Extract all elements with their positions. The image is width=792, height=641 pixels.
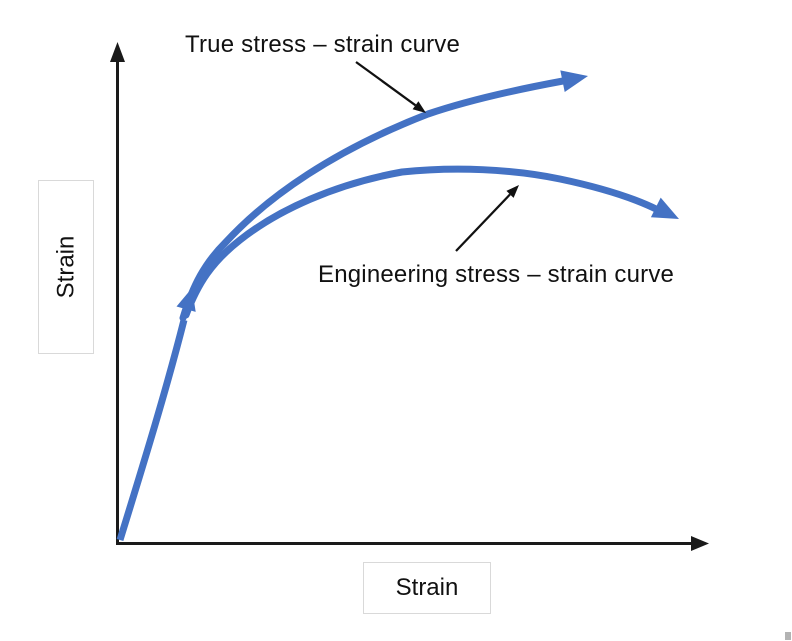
true-curve-arrowhead-icon bbox=[560, 70, 588, 92]
true-label-pointer-arrowhead-icon bbox=[412, 101, 426, 113]
elastic-segment-curve bbox=[116, 319, 188, 542]
x-axis-label: Strain bbox=[395, 574, 459, 601]
engineering-stress-strain-curve bbox=[182, 165, 662, 319]
y-axis-label: Strain bbox=[52, 235, 80, 299]
engineering-curve-arrowhead-icon bbox=[650, 197, 679, 219]
y-axis-arrowhead-icon bbox=[110, 42, 125, 62]
corner-artifact bbox=[785, 632, 791, 640]
x-axis-arrowhead-icon bbox=[691, 536, 709, 551]
y-axis-label-box: Strain bbox=[38, 180, 94, 354]
engineering-label-pointer-line bbox=[455, 193, 511, 252]
true-label-pointer-line bbox=[355, 61, 417, 107]
x-axis-label-box: Strain bbox=[363, 562, 491, 614]
engineering-curve-label: Engineering stress – strain curve bbox=[318, 261, 675, 288]
true-curve-label: True stress – strain curve bbox=[185, 31, 461, 58]
true-stress-strain-curve bbox=[179, 77, 567, 322]
engineering-label-pointer-arrowhead-icon bbox=[506, 185, 519, 198]
